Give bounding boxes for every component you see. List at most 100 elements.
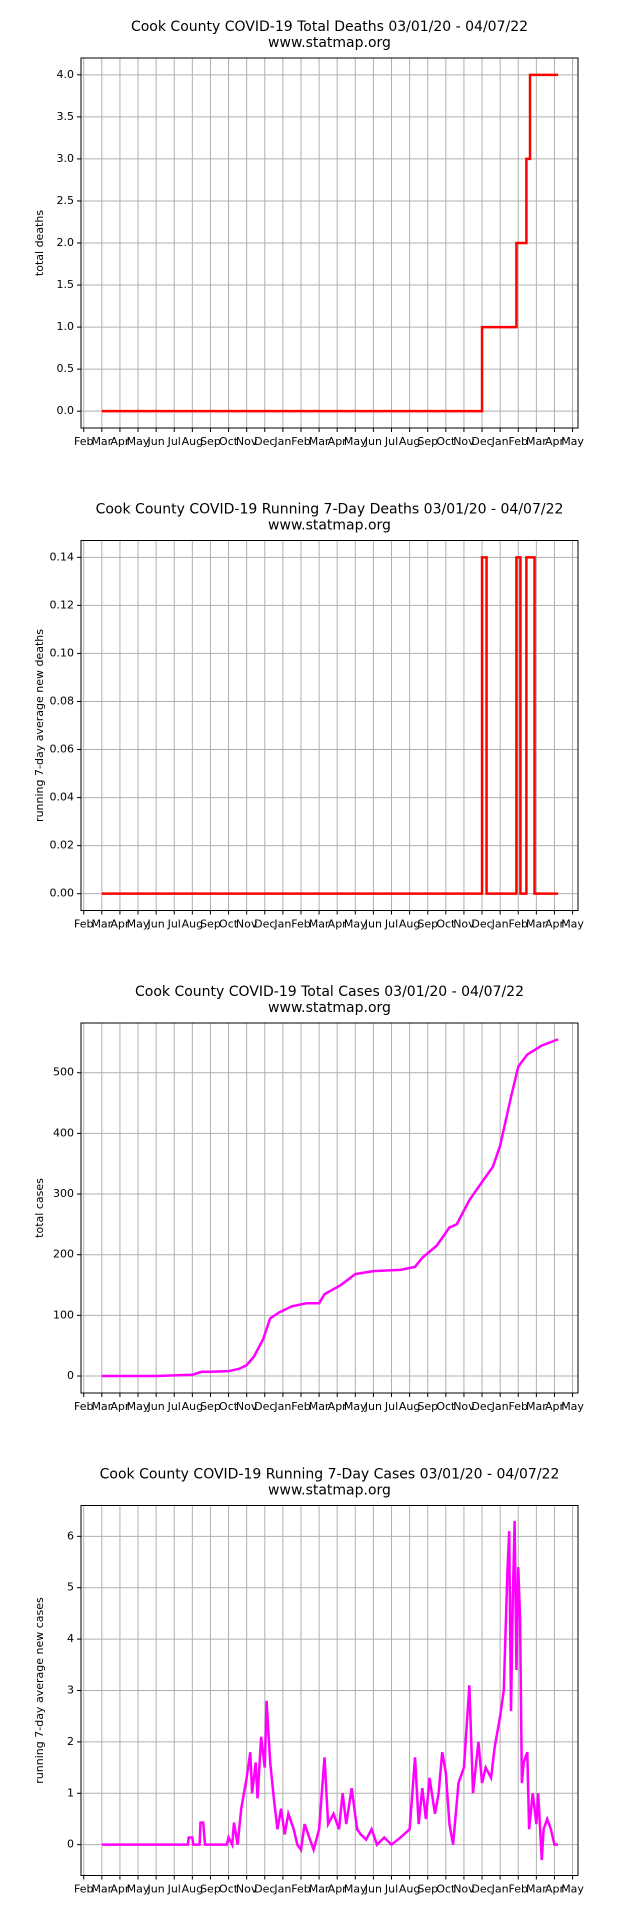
x-tick-label: Aug xyxy=(399,1883,420,1896)
x-tick-label: Nov xyxy=(453,1883,475,1896)
x-tick-label: Feb xyxy=(291,435,310,448)
x-tick-label: May xyxy=(561,918,584,931)
y-axis-label: total cases xyxy=(33,1178,46,1238)
x-tick-label: Apr xyxy=(545,918,565,931)
x-tick-label: Apr xyxy=(110,918,130,931)
x-tick-label: Oct xyxy=(219,435,239,448)
x-tick-label: Dec xyxy=(254,1400,275,1413)
x-tick-label: May xyxy=(344,435,367,448)
x-tick-label: Apr xyxy=(328,1883,348,1896)
x-tick-label: Apr xyxy=(110,1400,130,1413)
x-tick-label: Jun xyxy=(364,918,382,931)
x-tick-label: Feb xyxy=(509,435,528,448)
y-tick-label: 0.14 xyxy=(50,550,75,563)
y-tick-label: 0.0 xyxy=(57,404,75,417)
x-tick-label: Nov xyxy=(453,435,475,448)
y-tick-label: 0.12 xyxy=(50,598,75,611)
x-tick-label: Feb xyxy=(509,1883,528,1896)
x-tick-label: Dec xyxy=(254,1883,275,1896)
x-tick-label: Oct xyxy=(436,918,456,931)
x-tick-label: May xyxy=(561,1400,584,1413)
x-tick-label: Jul xyxy=(384,1400,398,1413)
x-tick-label: Feb xyxy=(291,1400,310,1413)
x-tick-label: Sep xyxy=(200,918,221,931)
x-tick-label: Aug xyxy=(399,435,420,448)
x-tick-label: Dec xyxy=(254,435,275,448)
x-tick-label: Jul xyxy=(167,435,181,448)
data-line xyxy=(101,73,559,413)
x-tick-label: Dec xyxy=(471,1883,492,1896)
x-tick-label: May xyxy=(127,1883,150,1896)
x-tick-label: May xyxy=(561,1883,584,1896)
x-tick-label: Jan xyxy=(491,1883,509,1896)
x-tick-label: Feb xyxy=(291,1883,310,1896)
y-tick-label: 300 xyxy=(53,1187,74,1200)
x-tick-label: Feb xyxy=(74,1400,93,1413)
x-tick-label: Apr xyxy=(110,1883,130,1896)
x-tick-label: Mar xyxy=(91,1883,112,1896)
y-tick-label: 4.0 xyxy=(57,68,75,81)
x-tick-label: Dec xyxy=(471,918,492,931)
x-tick-label: Apr xyxy=(545,1400,565,1413)
x-tick-label: May xyxy=(344,1883,367,1896)
x-tick-label: Jan xyxy=(273,1400,291,1413)
x-tick-label: Jan xyxy=(491,1400,509,1413)
x-tick-label: Jan xyxy=(273,918,291,931)
data-line xyxy=(101,1520,559,1861)
y-tick-label: 400 xyxy=(53,1126,74,1139)
x-tick-label: Mar xyxy=(91,435,112,448)
x-tick-label: Aug xyxy=(182,1883,203,1896)
y-axis-label: running 7-day average new cases xyxy=(33,1597,46,1784)
x-tick-label: Jun xyxy=(364,1883,382,1896)
x-tick-label: Sep xyxy=(200,435,221,448)
x-tick-label: Apr xyxy=(110,435,130,448)
x-tick-label: Feb xyxy=(509,1400,528,1413)
x-tick-label: Dec xyxy=(254,918,275,931)
x-tick-label: Jul xyxy=(167,1400,181,1413)
plot-frame xyxy=(80,1505,579,1876)
x-tick-label: Jan xyxy=(273,435,291,448)
data-line xyxy=(101,1038,559,1378)
chart-title: Cook County COVID-19 Running 7-Day Cases… xyxy=(100,1467,560,1483)
chart-title: Cook County COVID-19 Running 7-Day Death… xyxy=(96,502,564,518)
y-tick-label: 0.02 xyxy=(50,839,75,852)
x-tick-label: Nov xyxy=(453,918,475,931)
x-tick-label: Oct xyxy=(219,1400,239,1413)
y-tick-label: 1 xyxy=(67,1786,74,1799)
x-tick-label: Jul xyxy=(384,435,398,448)
x-tick-label: May xyxy=(344,1400,367,1413)
x-tick-label: Feb xyxy=(509,918,528,931)
data-line xyxy=(101,556,559,895)
x-tick-label: Sep xyxy=(417,1400,438,1413)
x-tick-label: Mar xyxy=(91,918,112,931)
x-tick-label: Oct xyxy=(436,435,456,448)
y-axis-label: total deaths xyxy=(33,210,46,276)
y-axis-label: running 7-day average new deaths xyxy=(33,629,46,822)
x-tick-label: Jan xyxy=(273,1883,291,1896)
chart-subtitle: www.statmap.org xyxy=(268,1483,391,1499)
y-tick-label: 1.0 xyxy=(57,320,75,333)
x-tick-label: Feb xyxy=(74,1883,93,1896)
chart-title: Cook County COVID-19 Total Deaths 03/01/… xyxy=(131,19,528,35)
x-tick-label: Jun xyxy=(147,435,165,448)
chart-subtitle: www.statmap.org xyxy=(268,1000,391,1016)
x-tick-label: Feb xyxy=(291,918,310,931)
x-tick-label: Jul xyxy=(384,918,398,931)
x-tick-label: Jul xyxy=(167,1883,181,1896)
x-tick-label: Sep xyxy=(417,1883,438,1896)
x-tick-label: Dec xyxy=(471,1400,492,1413)
x-tick-label: Jul xyxy=(167,918,181,931)
y-tick-label: 0.04 xyxy=(50,791,75,804)
x-tick-label: Mar xyxy=(309,1883,330,1896)
x-tick-label: May xyxy=(127,1400,150,1413)
x-tick-label: Feb xyxy=(74,918,93,931)
x-tick-label: Oct xyxy=(219,918,239,931)
y-tick-label: 5 xyxy=(67,1581,74,1594)
y-tick-label: 2 xyxy=(67,1735,74,1748)
x-tick-label: Jul xyxy=(384,1883,398,1896)
x-tick-label: Oct xyxy=(219,1883,239,1896)
y-tick-label: 0.06 xyxy=(50,743,75,756)
x-tick-label: Jun xyxy=(364,1400,382,1413)
x-tick-label: Aug xyxy=(399,918,420,931)
x-tick-label: Jun xyxy=(147,918,165,931)
